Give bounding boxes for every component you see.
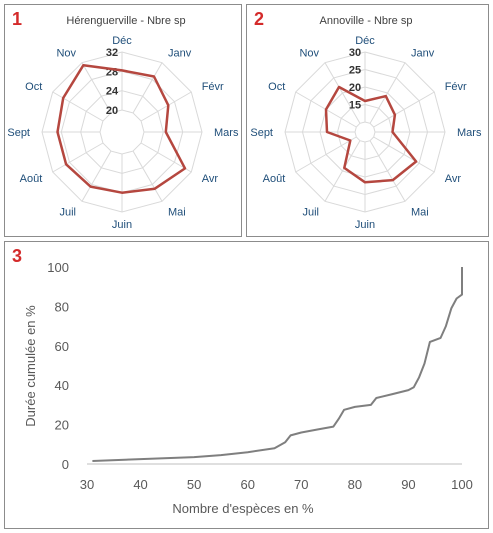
panel-number: 3 [12,246,23,266]
panel-number: 2 [254,9,265,29]
grid-spoke [81,150,112,202]
category-label: Sept [250,127,273,139]
radar-panel-annoville: 2 Annoville - Nbre sp 15 20 25 30 Déc Janv Fév… [246,4,489,237]
x-tick-label: 40 [133,477,147,492]
y-axis-title: Durée cumulée en % [23,305,38,427]
y-tick-label: 80 [55,299,69,314]
category-label: Août [20,173,43,185]
grid-spoke [132,150,163,202]
cumulative-curve-panel: 3 Nombre d'espèces en % Durée cumulée en… [4,241,489,529]
grid-spoke [140,142,192,173]
y-tick-label: 40 [55,378,69,393]
radial-tick-label: 32 [106,47,118,59]
radial-tick-label: 20 [349,82,361,94]
cumulative-line-chart: Nombre d'espèces en % Durée cumulée en %… [23,260,473,516]
grid-ring [354,121,376,143]
grid-spoke [324,62,361,124]
radial-tick-label: 15 [349,100,361,112]
category-label: Avr [445,173,462,185]
chart-title: Annoville - Nbre sp [320,15,413,27]
chart-title: Hérenguerville - Nbre sp [66,15,185,27]
category-label: Juin [355,219,375,231]
category-label: Nov [56,47,76,59]
category-label: Juil [302,207,319,219]
grid-spoke [52,142,104,173]
radar-chart-herenguerville: Hérenguerville - Nbre sp 20242832DécJanv… [7,15,239,231]
x-tick-label: 50 [187,477,201,492]
panel-number: 1 [12,9,23,29]
radial-tick-label: 24 [106,86,119,98]
grid-spoke [81,62,112,114]
category-label: Sept [7,127,30,139]
grid-spoke [52,91,104,122]
category-label: Juin [112,219,132,231]
category-label: Avr [202,173,219,185]
category-label: Févr [445,81,467,93]
y-tick-label: 100 [47,260,69,275]
category-label: Févr [202,81,224,93]
category-label: Mai [411,207,429,219]
x-tick-label: 90 [401,477,415,492]
grid-spoke [132,62,163,114]
category-label: Oct [25,81,42,93]
y-tick-label: 20 [55,418,69,433]
grid-spoke [140,91,192,122]
x-tick-label: 70 [294,477,308,492]
category-label: Mai [168,207,186,219]
grid-spoke [369,62,406,124]
radial-tick-label: 20 [106,105,118,117]
y-tick-label: 60 [55,339,69,354]
radial-tick-label: 30 [349,47,361,59]
x-tick-label: 60 [240,477,254,492]
x-tick-label: 30 [80,477,94,492]
grid-spoke [373,91,435,128]
x-tick-label: 100 [451,477,473,492]
category-label: Nov [299,47,319,59]
cumulative-curve [92,267,463,462]
category-label: Juil [59,207,76,219]
category-label: Août [263,173,286,185]
grid-spoke [324,140,361,202]
category-label: Janv [411,47,435,59]
category-label: Janv [168,47,192,59]
category-label: Déc [355,35,375,47]
x-axis-title: Nombre d'espèces en % [172,501,314,516]
radial-tick-label: 25 [349,65,361,77]
x-tick-label: 80 [348,477,362,492]
category-label: Mars [457,127,482,139]
radar-panel-herenguerville: 1 Hérenguerville - Nbre sp 20 24 28 32 Déc Ja… [4,4,242,237]
y-tick-label: 0 [62,457,69,472]
grid-spoke [295,136,357,173]
grid-spoke [373,136,435,173]
grid-spoke [369,140,406,202]
category-label: Déc [112,35,132,47]
category-label: Mars [214,127,239,139]
category-label: Oct [268,81,285,93]
